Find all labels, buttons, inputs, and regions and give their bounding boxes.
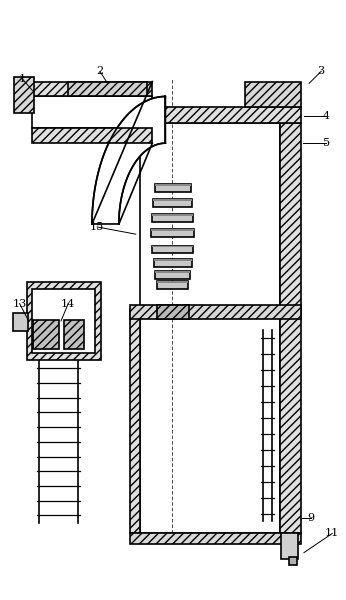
Text: 15: 15 — [90, 222, 104, 232]
Text: 13: 13 — [12, 299, 27, 308]
Bar — [32, 289, 95, 353]
Bar — [155, 184, 191, 186]
Bar — [245, 82, 301, 107]
Bar — [130, 305, 301, 319]
Text: 11: 11 — [325, 529, 339, 538]
Bar — [130, 533, 301, 544]
Bar — [154, 259, 192, 267]
Bar — [140, 124, 280, 533]
Bar — [14, 77, 34, 113]
Bar — [130, 107, 301, 124]
Bar — [152, 214, 193, 216]
Polygon shape — [92, 97, 165, 224]
Bar — [64, 320, 84, 349]
Bar — [157, 305, 189, 319]
Text: 1: 1 — [18, 74, 26, 83]
Bar — [34, 320, 59, 349]
Bar — [155, 271, 190, 279]
Bar — [32, 82, 152, 97]
Text: 14: 14 — [61, 299, 75, 308]
Bar — [157, 281, 188, 289]
Text: 4: 4 — [323, 110, 330, 121]
Bar — [152, 245, 193, 247]
Bar — [32, 97, 152, 128]
Bar — [281, 533, 299, 559]
Bar — [68, 82, 147, 97]
Text: 2: 2 — [97, 67, 103, 76]
Bar — [153, 199, 192, 201]
Bar — [151, 229, 194, 237]
Text: 5: 5 — [323, 138, 330, 148]
Bar — [152, 245, 193, 253]
Bar — [289, 557, 298, 565]
Bar — [32, 128, 152, 143]
Bar — [280, 124, 301, 533]
Bar — [27, 282, 101, 360]
Bar — [155, 271, 190, 273]
Text: 9: 9 — [307, 514, 315, 523]
Bar — [13, 313, 28, 331]
Bar — [157, 281, 188, 283]
Bar — [130, 309, 140, 533]
Bar — [152, 214, 193, 222]
Bar — [155, 184, 191, 192]
Text: 3: 3 — [318, 67, 325, 76]
Bar — [154, 259, 192, 261]
Bar — [153, 199, 192, 207]
Bar — [151, 229, 194, 231]
